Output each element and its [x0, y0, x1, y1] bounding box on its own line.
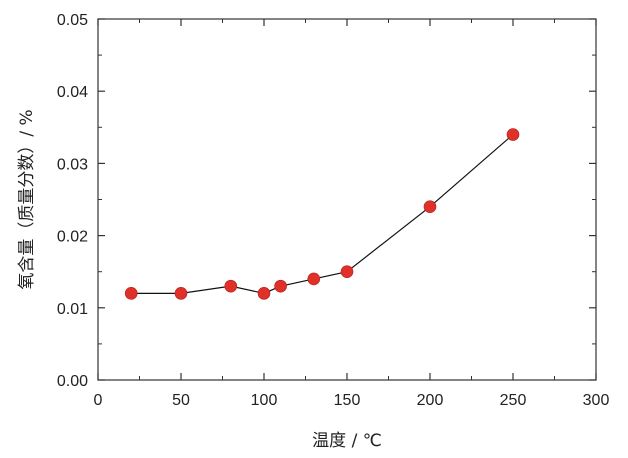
x-tick-label: 200 [417, 392, 444, 409]
y-tick-label: 0.03 [57, 156, 88, 173]
x-tick-label: 50 [172, 392, 190, 409]
series-line [131, 134, 514, 294]
data-point [257, 287, 271, 300]
y-axis-label: 氧含量（质量分数）/ % [17, 109, 37, 289]
tick-labels: 0 50 100 150 200 250 300 0.00 0.01 0.02 0.03 0.04 0.… [57, 12, 610, 409]
x-tick-label: 0 [94, 392, 103, 409]
data-points [124, 128, 520, 300]
x-tick-label: 250 [500, 392, 527, 409]
x-tick-label: 300 [583, 392, 610, 409]
y-tick-label: 0.01 [57, 301, 88, 318]
y-tick-label: 0.05 [57, 12, 88, 29]
ticks [97, 18, 597, 381]
data-point [124, 287, 138, 300]
data-point [274, 279, 287, 293]
x-axis-label: 温度 / ℃ [312, 431, 382, 451]
data-point [174, 287, 188, 300]
x-tick-label: 150 [334, 392, 361, 409]
y-tick-label: 0.04 [57, 84, 88, 101]
y-tick-label: 0.02 [57, 229, 88, 246]
data-point [340, 265, 354, 279]
data-point [506, 128, 520, 141]
data-point [423, 200, 437, 214]
data-point [307, 272, 321, 286]
data-point [224, 279, 238, 293]
x-tick-label: 100 [251, 392, 278, 409]
plot-frame [97, 18, 597, 381]
y-tick-label: 0.00 [57, 373, 88, 390]
